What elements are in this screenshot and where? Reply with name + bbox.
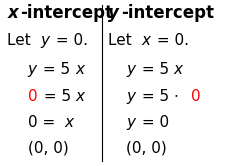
Text: y: y: [40, 33, 49, 48]
Text: -intercept: -intercept: [20, 4, 112, 22]
Text: x: x: [173, 62, 182, 78]
Text: x: x: [141, 33, 150, 48]
Text: y: y: [126, 89, 135, 104]
Text: y: y: [126, 115, 135, 130]
Text: = 5: = 5: [136, 62, 168, 78]
Text: 0: 0: [27, 89, 37, 104]
Text: Let: Let: [108, 33, 136, 48]
Text: = 5: = 5: [38, 89, 70, 104]
Text: = 5: = 5: [38, 62, 70, 78]
Text: 0 =: 0 =: [27, 115, 59, 130]
Text: = 0.: = 0.: [51, 33, 87, 48]
Text: (0, 0): (0, 0): [126, 141, 166, 156]
Text: Let: Let: [7, 33, 36, 48]
Text: x: x: [7, 4, 18, 22]
Text: = 0.: = 0.: [151, 33, 188, 48]
Text: x: x: [64, 115, 73, 130]
Text: y: y: [126, 62, 135, 78]
Text: = 0: = 0: [136, 115, 168, 130]
Text: = 5 ⋅: = 5 ⋅: [136, 89, 183, 104]
Text: y: y: [27, 62, 36, 78]
Text: (0, 0): (0, 0): [27, 141, 68, 156]
Text: x: x: [75, 62, 83, 78]
Text: -intercept: -intercept: [120, 4, 213, 22]
Text: 0: 0: [190, 89, 199, 104]
Text: x: x: [75, 89, 84, 104]
Text: y: y: [108, 4, 119, 22]
